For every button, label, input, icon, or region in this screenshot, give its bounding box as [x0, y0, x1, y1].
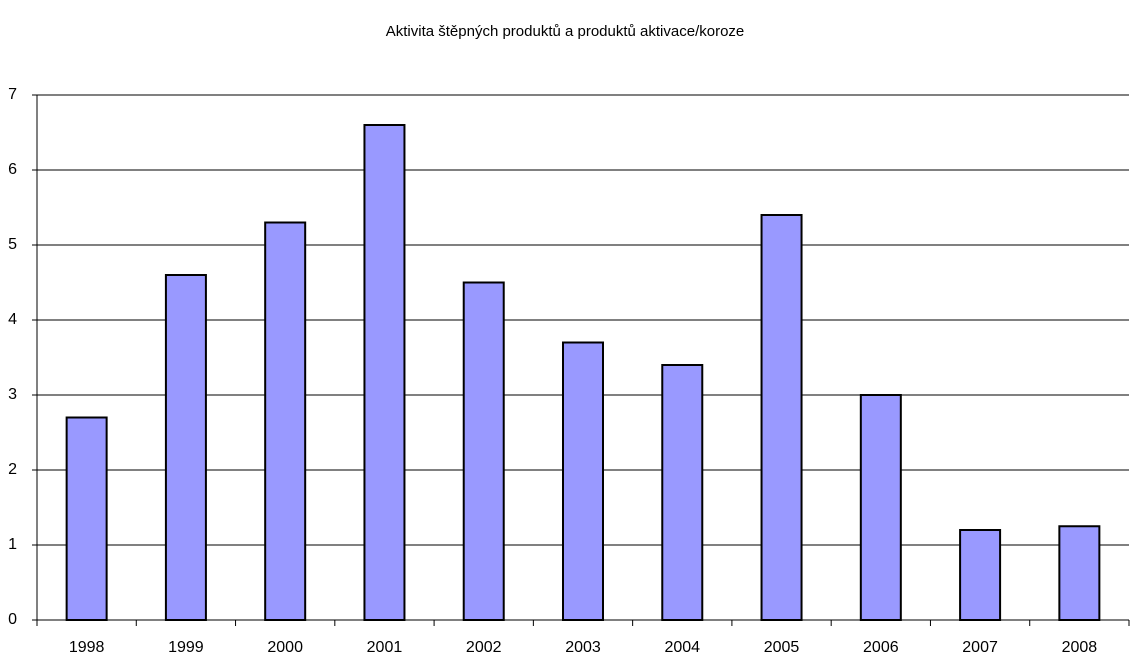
bar — [164, 274, 207, 621]
x-tick-label: 1998 — [69, 639, 105, 656]
x-tick-label: 1999 — [168, 639, 204, 656]
x-tick-label: 2001 — [367, 639, 403, 656]
x-tick-label: 2000 — [267, 639, 303, 656]
x-tick-label: 2008 — [1062, 639, 1098, 656]
y-tick-label: 3 — [8, 386, 17, 403]
x-tick-label: 2005 — [764, 639, 800, 656]
x-tick-label: 2003 — [565, 639, 601, 656]
y-tick-label: 5 — [8, 236, 17, 253]
bar — [859, 394, 902, 621]
bar — [661, 364, 704, 621]
bar — [1058, 525, 1101, 621]
y-tick-label: 1 — [8, 536, 17, 553]
bar — [264, 221, 307, 621]
bar — [363, 124, 406, 621]
bar — [562, 341, 604, 621]
chart-title: Aktivita štěpných produktů a produktů ak… — [386, 23, 745, 40]
bar — [65, 416, 108, 621]
y-tick-label: 4 — [8, 311, 17, 328]
y-tick-label: 0 — [8, 611, 17, 628]
bar — [760, 214, 803, 621]
x-tick-label: 2004 — [664, 639, 700, 656]
y-tick-label: 6 — [8, 161, 17, 178]
x-tick-label: 2002 — [466, 639, 502, 656]
y-tick-label: 2 — [8, 461, 17, 478]
y-tick-label: 7 — [8, 86, 17, 103]
x-tick-label: 2006 — [863, 639, 899, 656]
bar — [959, 529, 1002, 621]
x-tick-label: 2007 — [962, 639, 998, 656]
bar — [462, 281, 505, 621]
